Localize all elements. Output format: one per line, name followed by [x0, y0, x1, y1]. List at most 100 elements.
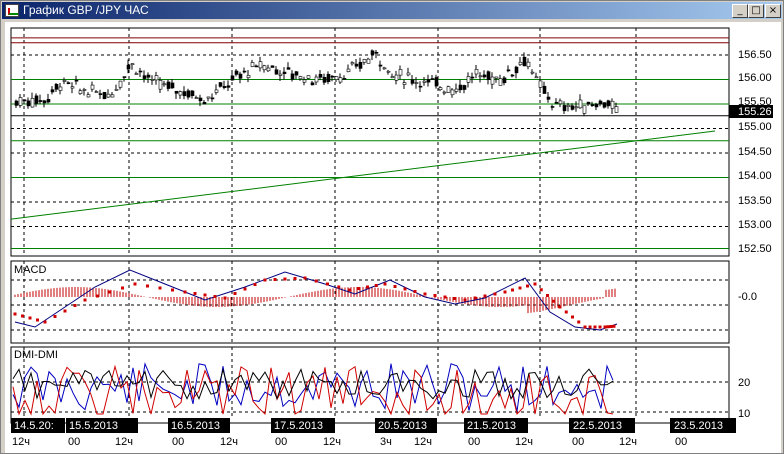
macd-signal-point	[588, 325, 592, 329]
adx-line	[12, 367, 614, 401]
candle-body	[18, 97, 23, 106]
hour-label: 00	[572, 436, 584, 448]
candle-body	[262, 65, 267, 71]
hour-label: 00	[172, 436, 184, 448]
dmi-minus-line	[12, 364, 614, 416]
macd-signal-point	[603, 325, 607, 329]
macd-signal-point	[393, 285, 397, 288]
macd-signal-point	[443, 295, 447, 299]
candle-body	[90, 84, 95, 90]
macd-signal-point	[263, 278, 267, 282]
candle-body	[30, 98, 35, 108]
candle-body	[210, 97, 215, 100]
candle-body	[602, 102, 607, 108]
candle-body	[422, 80, 427, 83]
candle-body	[70, 86, 75, 89]
candle-body	[258, 61, 263, 69]
close-button[interactable]: ×	[765, 4, 781, 18]
candle-body	[114, 88, 119, 91]
macd-signal-point	[383, 282, 387, 286]
candle-body	[414, 82, 419, 84]
title-bar[interactable]: График GBP /JPY ЧАС _ □ ×	[2, 2, 782, 19]
macd-signal-point	[453, 297, 457, 300]
candle-body	[206, 96, 211, 99]
macd-signal-point	[293, 277, 297, 280]
macd-signal-point	[36, 318, 39, 322]
macd-signal-point	[243, 287, 247, 291]
candle-body	[446, 86, 451, 93]
candle-body	[570, 105, 575, 110]
candle-body	[338, 77, 343, 83]
candle-body	[186, 90, 191, 98]
candle-body	[126, 64, 131, 70]
macd-signal-point	[598, 325, 602, 329]
candle-body	[554, 101, 559, 104]
macd-signal-point	[577, 320, 581, 324]
date-label: 14.5.20:	[14, 420, 54, 432]
candle-body	[278, 73, 283, 76]
hour-label: 12ч	[619, 436, 637, 448]
candle-body	[150, 79, 155, 81]
candle-body	[482, 74, 487, 78]
macd-signal-point	[273, 278, 277, 281]
macd-signal-point	[121, 286, 124, 290]
candle-body	[86, 94, 91, 98]
macd-signal-point	[83, 298, 87, 302]
candle-body	[330, 75, 335, 78]
hour-label: 3ч	[380, 436, 392, 448]
hour-label: 12ч	[12, 436, 30, 448]
macd-signal-point	[583, 325, 587, 329]
macd-signal-point	[533, 282, 537, 286]
macd-signal-point	[366, 285, 369, 289]
candle-body	[310, 82, 315, 86]
candle-body	[318, 73, 323, 78]
price-candles	[14, 49, 619, 117]
candle-body	[294, 71, 299, 76]
candle-body	[346, 68, 351, 73]
macd-signal-point	[314, 279, 318, 283]
macd-signal-point	[43, 320, 47, 324]
candle-body	[394, 74, 399, 81]
candle-body	[238, 73, 243, 79]
macd-signal-point	[171, 288, 174, 292]
minimize-button[interactable]: _	[732, 4, 748, 18]
candle-body	[406, 72, 411, 76]
candle-body	[222, 86, 227, 88]
candle-body	[426, 79, 431, 83]
y-tick: 156.50	[738, 49, 772, 61]
macd-label: MACD	[14, 264, 46, 276]
chart-area[interactable]: 156.50 156.00 155.50 155.00 154.50 154.0…	[5, 22, 781, 453]
macd-signal-point	[233, 292, 237, 295]
macd-signal-point	[539, 288, 543, 292]
candle-body	[146, 74, 151, 78]
candle-body	[326, 73, 331, 82]
candle-body	[50, 89, 55, 93]
candle-body	[94, 91, 99, 93]
macd-signal-point	[606, 325, 610, 329]
hour-label: 00	[68, 436, 80, 448]
candle-body	[458, 84, 463, 91]
dmi-plus-line	[12, 362, 614, 412]
candle-body	[574, 106, 579, 109]
candle-body	[198, 97, 203, 102]
candle-body	[558, 100, 563, 105]
candle-body	[282, 71, 287, 74]
candle-body	[582, 105, 587, 114]
macd-signal-point	[348, 288, 352, 292]
y-tick: 153.00	[738, 219, 772, 231]
macd-signal-point	[213, 295, 217, 298]
candle-body	[390, 76, 395, 79]
candle-body	[494, 76, 499, 79]
candle-body	[566, 104, 571, 107]
dmi-tick: 20	[738, 377, 750, 389]
candle-body	[54, 83, 59, 90]
candle-body	[590, 104, 595, 106]
candle-body	[162, 83, 167, 86]
candle-body	[362, 59, 367, 63]
candle-body	[606, 100, 611, 107]
dmi-tick: 10	[738, 408, 750, 420]
chart-app-icon	[5, 4, 19, 17]
candle-body	[530, 71, 535, 74]
candle-body	[450, 89, 455, 96]
maximize-button[interactable]: □	[748, 4, 764, 18]
